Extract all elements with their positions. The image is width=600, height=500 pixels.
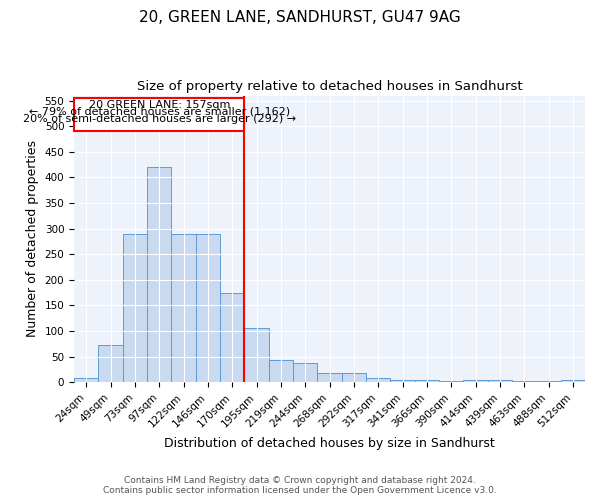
Bar xyxy=(293,362,317,382)
Text: 20% of semi-detached houses are larger (292) →: 20% of semi-detached houses are larger (… xyxy=(23,114,296,124)
Bar xyxy=(341,373,366,382)
Bar xyxy=(98,345,123,382)
Text: 20, GREEN LANE, SANDHURST, GU47 9AG: 20, GREEN LANE, SANDHURST, GU47 9AG xyxy=(139,10,461,25)
Bar xyxy=(536,381,560,382)
Bar xyxy=(439,380,463,382)
Text: 20 GREEN LANE: 157sqm: 20 GREEN LANE: 157sqm xyxy=(89,100,230,110)
Bar xyxy=(244,328,269,382)
Text: ← 79% of detached houses are smaller (1,162): ← 79% of detached houses are smaller (1,… xyxy=(29,107,290,117)
Bar xyxy=(366,378,391,382)
FancyBboxPatch shape xyxy=(74,98,244,132)
Bar xyxy=(317,373,341,382)
Text: Contains HM Land Registry data © Crown copyright and database right 2024.
Contai: Contains HM Land Registry data © Crown c… xyxy=(103,476,497,495)
Bar xyxy=(391,380,415,382)
Bar xyxy=(269,360,293,382)
Bar xyxy=(172,234,196,382)
Bar xyxy=(196,234,220,382)
X-axis label: Distribution of detached houses by size in Sandhurst: Distribution of detached houses by size … xyxy=(164,437,495,450)
Bar xyxy=(74,378,98,382)
Bar xyxy=(220,292,244,382)
Title: Size of property relative to detached houses in Sandhurst: Size of property relative to detached ho… xyxy=(137,80,523,93)
Bar xyxy=(463,380,488,382)
Bar xyxy=(415,380,439,382)
Bar xyxy=(488,380,512,382)
Bar xyxy=(560,380,585,382)
Bar xyxy=(512,381,536,382)
Bar xyxy=(123,234,147,382)
Y-axis label: Number of detached properties: Number of detached properties xyxy=(26,140,39,338)
Bar xyxy=(147,167,172,382)
